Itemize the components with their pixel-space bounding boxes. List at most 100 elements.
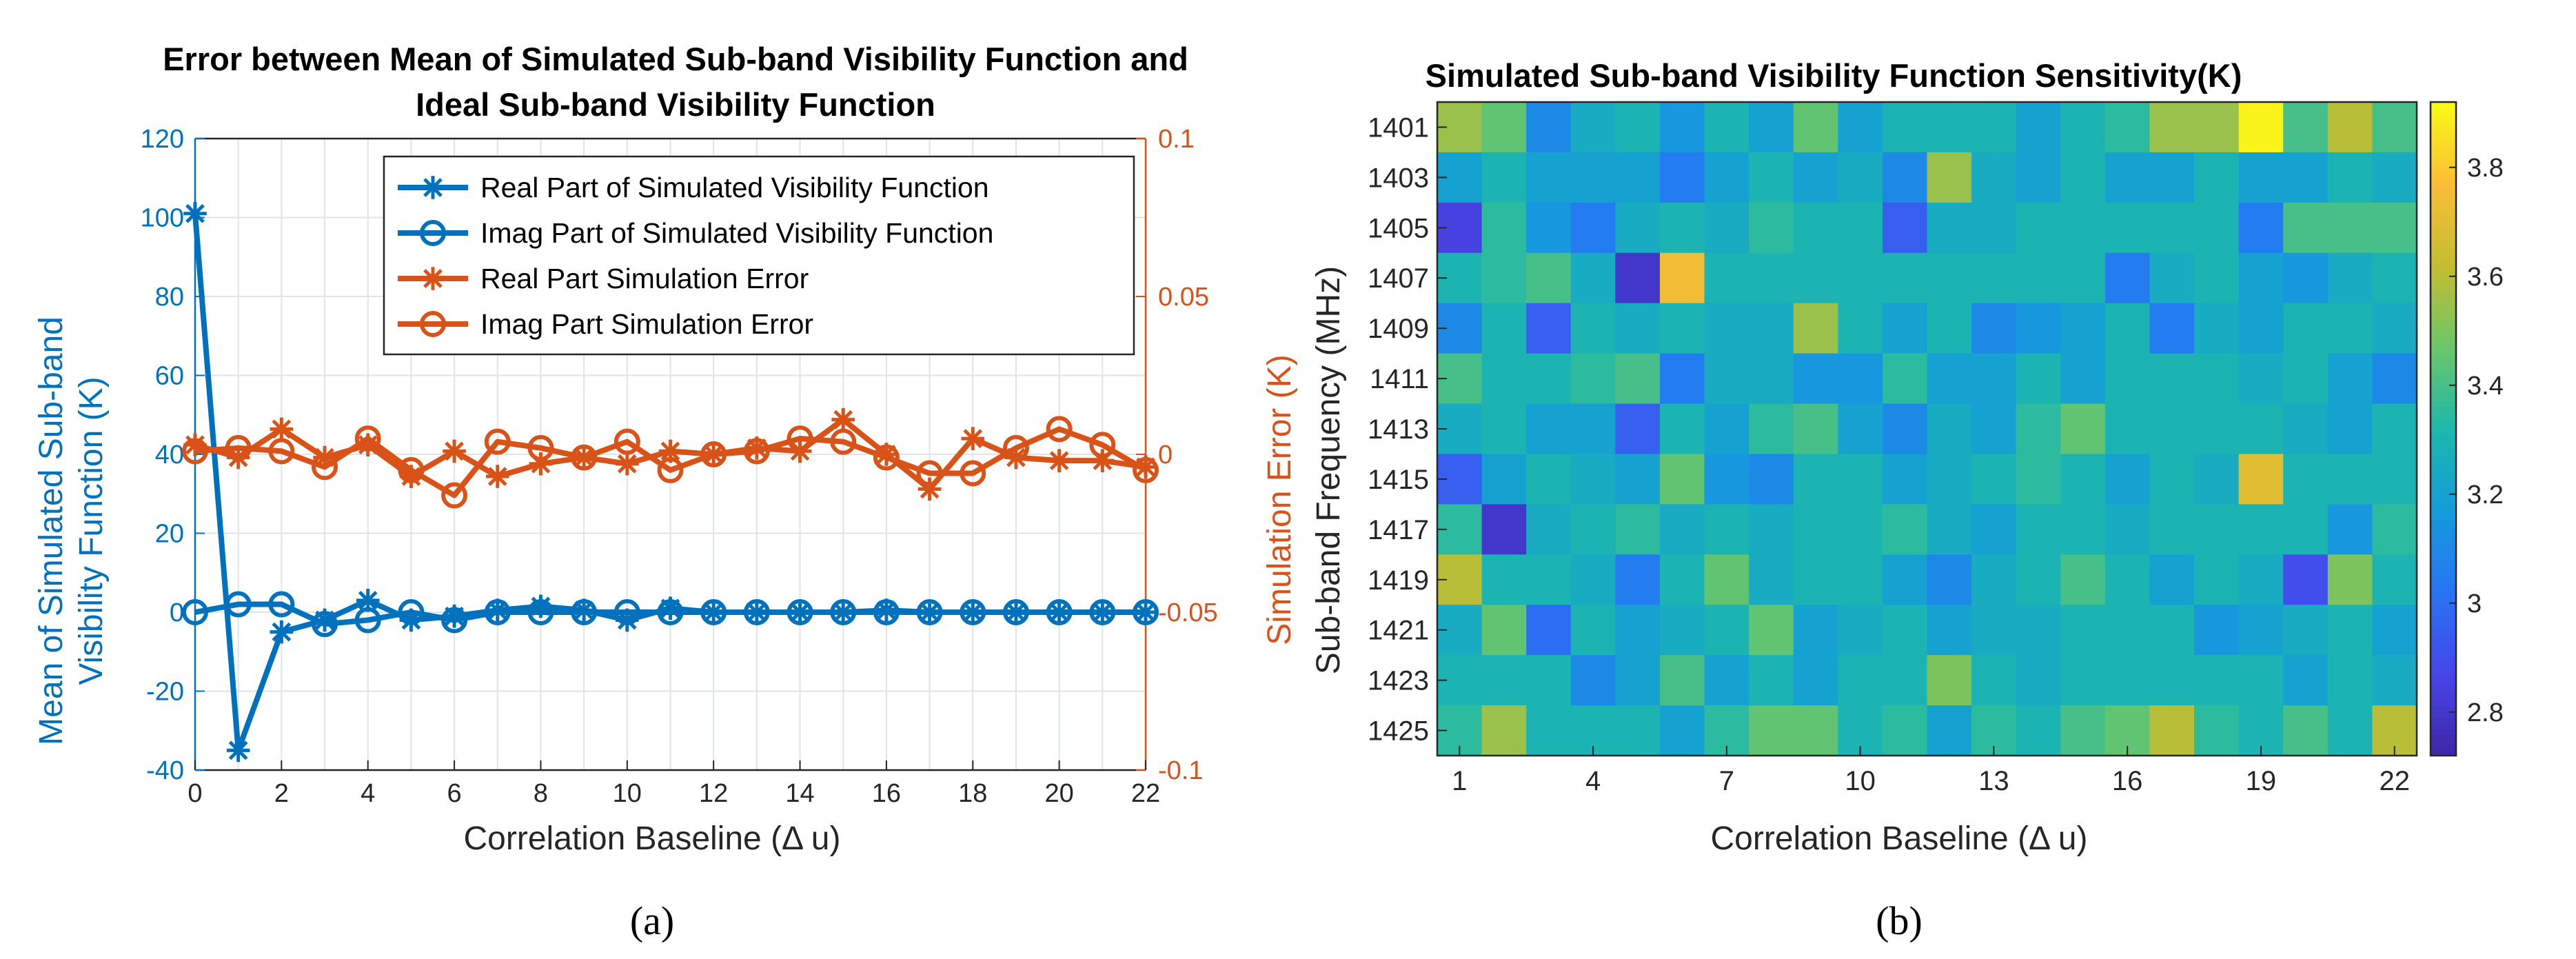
colorbar-segment: [2431, 216, 2456, 223]
heatmap-cell: [1481, 655, 1527, 706]
legend-entry: Real Part of Simulated Visibility Functi…: [398, 172, 989, 203]
data-point: [354, 425, 381, 452]
legend-marker: [421, 176, 445, 199]
heatmap-cell: [2194, 554, 2240, 605]
heatmap-cell: [1481, 353, 1527, 405]
colorbar-segment: [2431, 292, 2456, 299]
heatmap-cell: [1526, 303, 1572, 354]
heatmap-cell: [1793, 504, 1838, 555]
heatmap-y-tick-label: 1421: [1368, 616, 1429, 646]
heatmap-cell: [1615, 454, 1661, 505]
heatmap-cell: [1704, 554, 1750, 605]
data-point: [182, 599, 208, 625]
heatmap-y-tick-label: 1423: [1368, 666, 1429, 696]
heatmap-x-tick-label: 22: [2379, 766, 2410, 796]
colorbar-segment: [2431, 739, 2456, 745]
heatmap-panel: 1 4 7 10 13 16 19 22 1401 1403 1405 1407 1409 1411 141…: [1310, 57, 2504, 943]
data-point: [485, 465, 509, 488]
legend: Real Part of Simulated Visibility Functi…: [383, 155, 1135, 356]
heatmap-cell: [2194, 403, 2240, 455]
data-point: [700, 441, 727, 467]
colorbar-segment: [2431, 657, 2456, 664]
heatmap-y-tick-label: 1411: [1370, 364, 1429, 394]
heatmap-cell: [1927, 504, 1972, 555]
heatmap-cell: [2060, 202, 2106, 254]
data-point: [873, 444, 900, 471]
data-point: [961, 427, 985, 450]
colorbar-segment: [2431, 260, 2456, 266]
heatmap-cell: [2060, 102, 2106, 153]
colorbar-segment: [2431, 412, 2456, 418]
heatmap-cell: [1971, 353, 2017, 405]
colorbar-segment: [2431, 423, 2456, 430]
data-point: [484, 599, 511, 625]
heatmap-cell: [2016, 554, 2061, 605]
heatmap-cell: [1927, 454, 1972, 505]
colorbar-segment: [2431, 407, 2456, 413]
heatmap-cell: [1971, 303, 2017, 354]
heatmap-x-axis-label: Correlation Baseline (Δ u): [1711, 820, 2088, 857]
heatmap-y-tick-label: 1403: [1368, 163, 1429, 193]
heatmap-cell: [2327, 403, 2373, 455]
data-point: [830, 428, 857, 455]
colorbar-segment: [2431, 221, 2456, 228]
colorbar-segment: [2431, 151, 2456, 157]
colorbar-frame: [2429, 101, 2457, 757]
colorbar-segment: [2431, 379, 2456, 386]
heatmap-cell: [1971, 202, 2017, 254]
heatmap-cell: [1882, 504, 1928, 555]
data-point: [1002, 434, 1029, 461]
right-y-tick-label: 0: [1158, 441, 1173, 470]
colorbar-segment: [2431, 559, 2456, 566]
heatmap-cell: [1749, 353, 1794, 405]
heatmap-cell: [2283, 655, 2329, 706]
heatmap-cell: [2238, 454, 2284, 505]
colorbar-segment: [2431, 619, 2456, 625]
heatmap-cell: [1704, 504, 1750, 555]
heatmap-x-tick-label: 7: [1719, 766, 1734, 796]
colorbar-segment: [2431, 472, 2456, 478]
heatmap-cell: [2372, 454, 2417, 505]
heatmap-cell: [2327, 655, 2373, 706]
heatmap-cell: [2327, 605, 2373, 656]
heatmap-cell: [2060, 353, 2106, 405]
heatmap-cell: [1838, 252, 1883, 304]
heatmap-cell: [1838, 152, 1883, 203]
heatmap-cell: [1749, 303, 1794, 354]
heatmap-cell: [1570, 303, 1616, 354]
heatmap-cell: [1481, 202, 1527, 254]
right-y-axis-label: Simulation Error (K): [1261, 354, 1298, 645]
heatmap-cell: [2105, 353, 2151, 405]
data-point: [226, 738, 250, 763]
heatmap-cell: [1882, 454, 1928, 505]
data-point: [743, 438, 770, 465]
colorbar-segment: [2431, 543, 2456, 549]
heatmap-cell: [1882, 252, 1928, 304]
heatmap-cell: [2372, 353, 2417, 405]
colorbar-segment: [2431, 347, 2456, 353]
colorbar-segment: [2431, 102, 2456, 108]
data-point: [398, 599, 425, 625]
heatmap-cell: [2238, 353, 2284, 405]
colorbar-segment: [2431, 456, 2456, 462]
heatmap-cell: [1526, 252, 1572, 304]
heatmap-cell: [2016, 152, 2061, 203]
heatmap-cell: [1481, 403, 1527, 455]
heatmap-cell: [1615, 605, 1661, 656]
heatmap-cell: [2016, 403, 2061, 455]
colorbar-segment: [2431, 570, 2456, 576]
heatmap-y-tick-label: 1415: [1368, 465, 1429, 495]
data-point: [787, 599, 813, 625]
heatmap-cell: [1615, 705, 1661, 756]
colorbar-tick-label: 3.6: [2467, 263, 2504, 292]
colorbar-segment: [2431, 254, 2456, 261]
colorbar-segment: [2431, 189, 2456, 195]
heatmap-cell: [2238, 403, 2284, 455]
heatmap-cell: [1704, 202, 1750, 254]
heatmap-cell: [1838, 504, 1883, 555]
data-point: [354, 607, 381, 634]
colorbar-segment: [2431, 499, 2456, 506]
data-point: [484, 428, 511, 455]
colorbar-segment: [2431, 183, 2456, 190]
left-y-tick-label: -40: [146, 756, 184, 785]
